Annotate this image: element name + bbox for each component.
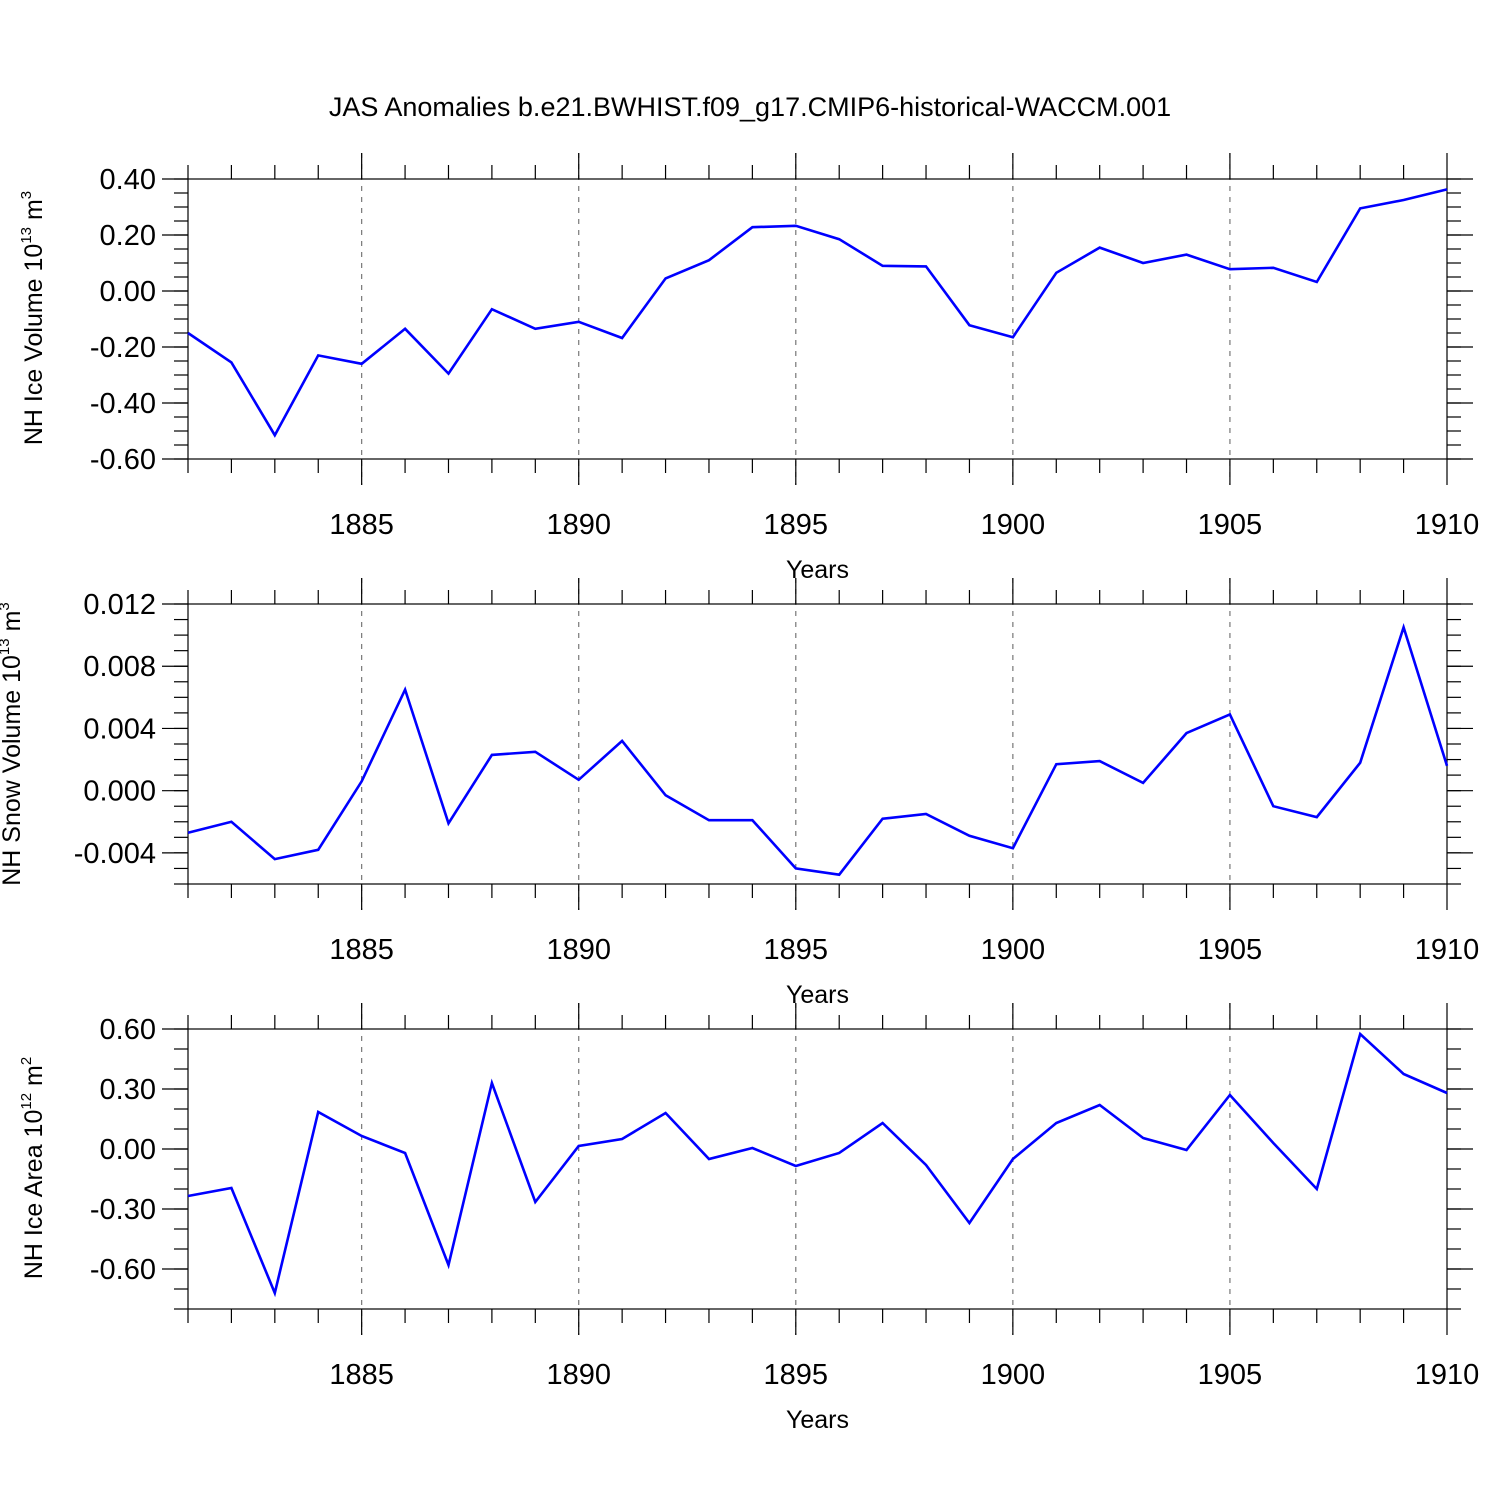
y-axis-label-exponent: 12 bbox=[18, 1093, 35, 1110]
x-axis-label: Years bbox=[786, 1406, 849, 1434]
x-tick-label: 1910 bbox=[1415, 934, 1480, 966]
y-tick-label: -0.40 bbox=[90, 388, 156, 420]
y-axis-label: NH Ice Area 1012 m2 bbox=[18, 1057, 48, 1279]
y-axis-label-text: NH Snow Volume 10 bbox=[0, 655, 26, 886]
y-axis-label-unit: m bbox=[20, 199, 48, 227]
x-tick-label: 1895 bbox=[764, 509, 829, 541]
y-tick-label: 0.012 bbox=[83, 589, 156, 621]
y-axis-label-exponent: 13 bbox=[0, 638, 13, 655]
y-tick-label: 0.00 bbox=[100, 1134, 156, 1166]
y-axis-label-text: NH Ice Volume 10 bbox=[20, 244, 48, 446]
x-tick-label: 1895 bbox=[764, 1359, 829, 1391]
plot-frame bbox=[187, 178, 1448, 460]
x-tick-label: 1905 bbox=[1198, 1359, 1263, 1391]
x-tick-label: 1905 bbox=[1198, 509, 1263, 541]
x-tick-label: 1900 bbox=[981, 509, 1046, 541]
y-axis-label: NH Ice Volume 1013 m3 bbox=[18, 191, 48, 445]
y-tick-label: 0.004 bbox=[83, 713, 156, 745]
series-line bbox=[187, 188, 1448, 438]
plot-frame bbox=[187, 603, 1448, 885]
x-tick-label: 1910 bbox=[1415, 1359, 1480, 1391]
x-tick-label: 1890 bbox=[546, 509, 611, 541]
y-axis-label-unit-exponent: 2 bbox=[18, 1057, 35, 1065]
x-tick-label: 1895 bbox=[764, 934, 829, 966]
y-tick-label: -0.20 bbox=[90, 332, 156, 364]
y-tick-label: 0.008 bbox=[83, 651, 156, 683]
series-line bbox=[187, 1031, 1448, 1298]
y-axis-label-unit-exponent: 3 bbox=[0, 602, 13, 610]
x-tick-label: 1890 bbox=[546, 934, 611, 966]
x-tick-label: 1885 bbox=[329, 934, 394, 966]
y-tick-label: 0.40 bbox=[100, 164, 156, 196]
x-tick-label: 1890 bbox=[546, 1359, 611, 1391]
series-line bbox=[187, 622, 1449, 877]
x-axis-label: Years bbox=[786, 981, 849, 1009]
y-axis-label: NH Snow Volume 1013 m3 bbox=[0, 602, 26, 886]
y-tick-label: -0.60 bbox=[90, 444, 156, 476]
x-tick-label: 1885 bbox=[329, 1359, 394, 1391]
x-tick-label: 1900 bbox=[981, 1359, 1046, 1391]
y-axis-label-unit: m bbox=[0, 611, 26, 639]
y-axis-label-unit-exponent: 3 bbox=[18, 191, 35, 199]
y-tick-label: -0.004 bbox=[74, 838, 156, 870]
y-tick-label: 0.20 bbox=[100, 220, 156, 252]
chart-title: JAS Anomalies b.e21.BWHIST.f09_g17.CMIP6… bbox=[329, 92, 1171, 122]
y-tick-label: 0.00 bbox=[100, 276, 156, 308]
x-tick-label: 1910 bbox=[1415, 509, 1480, 541]
y-tick-label: -0.60 bbox=[90, 1254, 156, 1286]
plot-frame bbox=[187, 1028, 1448, 1310]
y-tick-label: 0.000 bbox=[83, 776, 156, 808]
y-axis-label-unit: m bbox=[20, 1065, 48, 1093]
y-axis-label-exponent: 13 bbox=[18, 227, 35, 244]
x-tick-label: 1905 bbox=[1198, 934, 1263, 966]
x-tick-label: 1900 bbox=[981, 934, 1046, 966]
panel-ice-volume: -0.60 -0.40 -0.20 0.00 0.20 0.40 1885 1890 1895 1… bbox=[18, 153, 1479, 584]
y-axis-label-text: NH Ice Area 10 bbox=[20, 1110, 48, 1280]
y-tick-label: 0.60 bbox=[100, 1014, 156, 1046]
x-tick-label: 1885 bbox=[329, 509, 394, 541]
panel-ice-area: -0.60 -0.30 0.00 0.30 0.60 1885 1890 1895 1900 19… bbox=[18, 1003, 1479, 1434]
y-tick-label: 0.30 bbox=[100, 1074, 156, 1106]
x-axis-label: Years bbox=[786, 556, 849, 584]
panel-snow-volume: -0.004 0.000 0.004 0.008 0.012 1885 1890 1895 19… bbox=[0, 578, 1479, 1009]
y-tick-label: -0.30 bbox=[90, 1194, 156, 1226]
